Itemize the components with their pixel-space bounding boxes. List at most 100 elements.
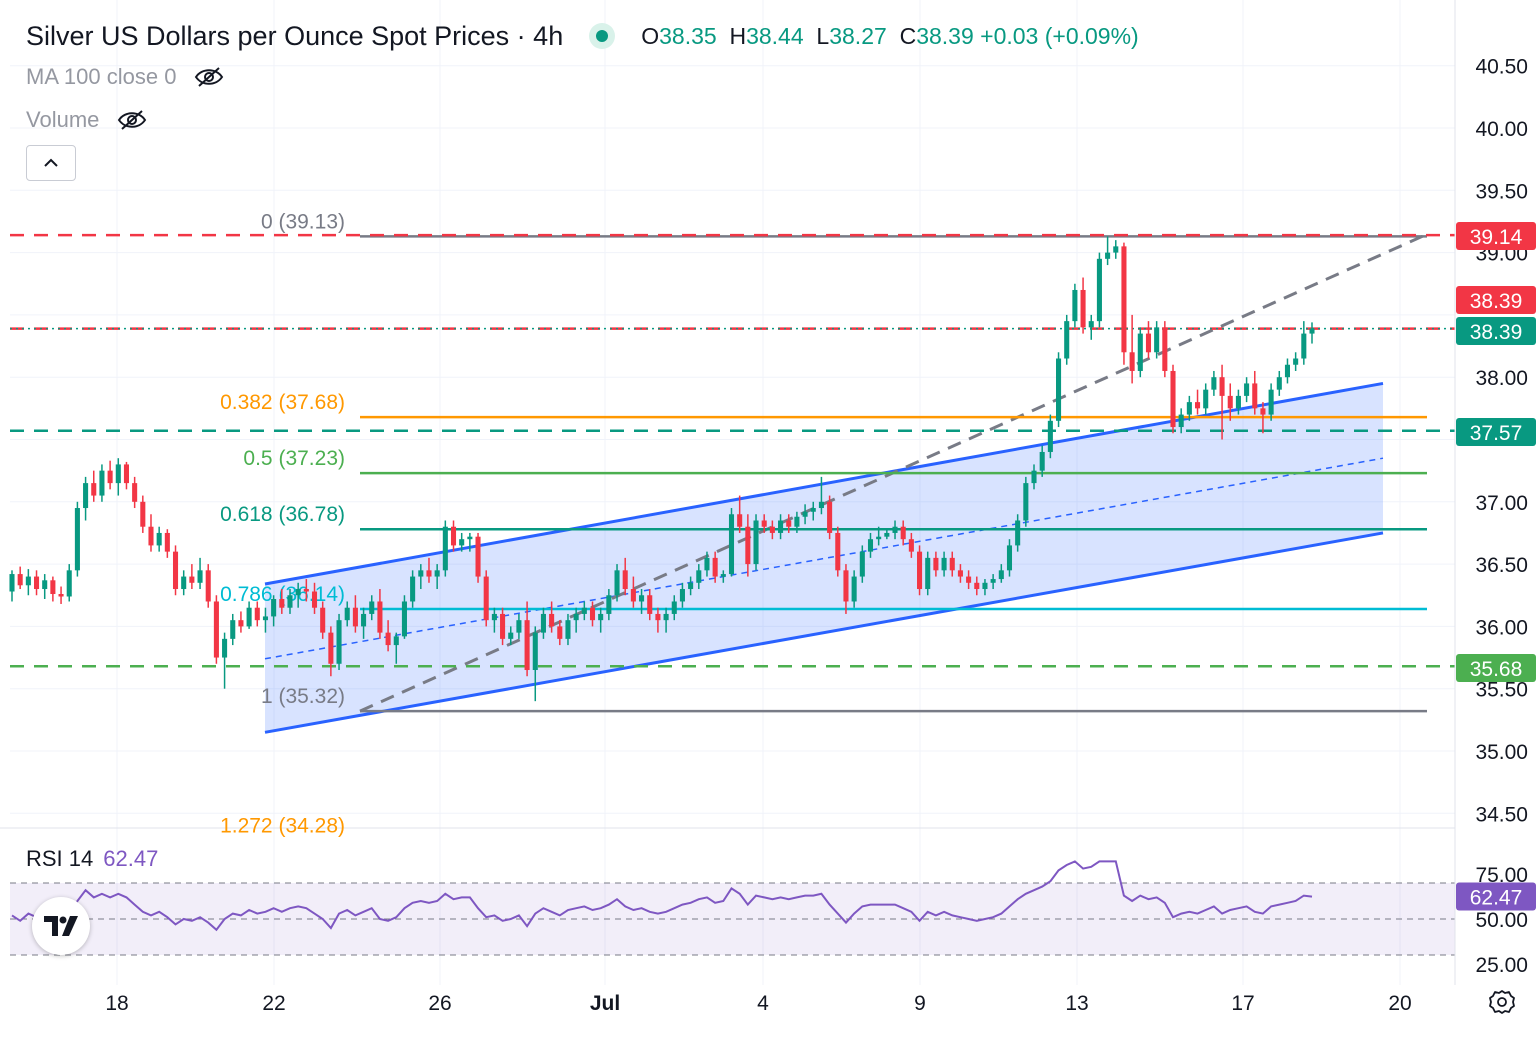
candle-body (500, 613, 506, 639)
volume-indicator[interactable]: Volume (26, 107, 147, 133)
candle-body (1178, 414, 1184, 428)
live-dot-icon (589, 23, 616, 49)
open-value: 38.35 (659, 22, 717, 49)
candle-body (982, 582, 988, 590)
candle-body (933, 557, 939, 571)
candle-body (74, 508, 80, 571)
price-tag-box (1456, 317, 1536, 345)
candle-body (1121, 246, 1127, 353)
eye-off-icon[interactable] (117, 109, 147, 131)
candle-body (876, 536, 882, 540)
candle-body (655, 613, 661, 621)
candle-body (83, 483, 89, 509)
candle-body (91, 483, 97, 496)
high-label: H (729, 22, 747, 49)
chart-header: Silver US Dollars per Ounce Spot Prices … (26, 18, 1139, 54)
gear-icon[interactable] (1488, 988, 1516, 1016)
volume-label: Volume (26, 107, 100, 132)
price-tick-label: 38.00 (1475, 367, 1528, 390)
candle-body (761, 520, 767, 527)
high-value: 38.44 (746, 22, 804, 49)
candle-body (213, 601, 219, 658)
candle-body (393, 636, 399, 646)
candle-body (418, 570, 424, 577)
candle-body (679, 589, 685, 602)
candle-body (1252, 383, 1258, 409)
price-tick-label: 37.00 (1475, 492, 1528, 515)
rsi-tag-label: 62.47 (1470, 887, 1523, 910)
low-value: 38.27 (829, 22, 887, 49)
candle-body (737, 514, 743, 527)
candle-body (688, 582, 694, 590)
time-tick-label: 20 (1388, 992, 1411, 1015)
candle-body (720, 574, 726, 577)
rsi-name: RSI 14 (26, 846, 94, 871)
fib-label: 0.382 (37.68) (220, 391, 345, 414)
candle-body (1072, 289, 1078, 322)
candle-body (565, 620, 571, 639)
candle-body (1227, 395, 1233, 409)
candle-body (671, 601, 677, 614)
time-tick-label: 9 (914, 992, 926, 1015)
ma-indicator[interactable]: MA 100 close 0 (26, 64, 224, 90)
candle-body (1039, 451, 1045, 471)
candle-body (802, 511, 808, 517)
candle-body (630, 589, 636, 602)
price-tick-label: 40.00 (1475, 118, 1528, 141)
candle-body (442, 526, 448, 571)
candle-body (1235, 395, 1241, 409)
candle-body (42, 580, 48, 590)
candle-body (557, 626, 563, 639)
candle-body (1145, 333, 1152, 353)
candle-body (728, 514, 735, 575)
price-tag-label: 38.39 (1470, 321, 1523, 344)
close-label: C (899, 22, 917, 49)
price-tag-label: 39.14 (1470, 226, 1523, 249)
candle-body (818, 501, 824, 509)
rsi-legend[interactable]: RSI 14 62.47 (26, 846, 158, 872)
candle-body (123, 464, 129, 484)
candle-body (328, 632, 334, 664)
candle-body (287, 595, 293, 608)
candle-body (222, 638, 228, 658)
candle-body (172, 551, 179, 590)
time-tick-label: 18 (105, 992, 128, 1015)
tradingview-logo[interactable] (32, 897, 90, 955)
channel-lower-line (264, 531, 1384, 734)
candle-body (998, 570, 1004, 580)
rsi-tick-label: 50.00 (1475, 909, 1528, 932)
close-value: 38.39 (916, 22, 974, 49)
candle-body (843, 570, 849, 602)
candle-body (230, 620, 236, 639)
candle-body (377, 601, 383, 633)
candle-body (262, 616, 268, 621)
time-tick-label: 4 (757, 992, 769, 1015)
candle-body (614, 570, 620, 596)
candle-body (1113, 246, 1119, 253)
candle-body (238, 620, 244, 627)
collapse-legend-button[interactable] (26, 145, 76, 181)
candle-body (25, 576, 31, 586)
candle-body (1284, 364, 1291, 378)
price-tag-label: 37.57 (1470, 422, 1523, 445)
candle-body (1301, 333, 1307, 359)
open-label: O (641, 22, 660, 49)
candle-body (867, 539, 874, 552)
candle-body (140, 501, 146, 527)
eye-off-icon[interactable] (194, 66, 224, 88)
candle-body (434, 570, 440, 577)
candle-body (786, 520, 792, 527)
candle-body (900, 526, 906, 540)
low-label: L (816, 22, 830, 49)
candle-body (974, 582, 980, 590)
symbol-title[interactable]: Silver US Dollars per Ounce Spot Prices … (26, 20, 564, 51)
candle-body (311, 591, 318, 608)
candle-body (1006, 545, 1013, 571)
candle-body (606, 595, 612, 614)
candle-body (475, 536, 481, 577)
candle-body (957, 570, 963, 577)
candle-body (851, 576, 857, 602)
candle-body (1195, 402, 1201, 409)
